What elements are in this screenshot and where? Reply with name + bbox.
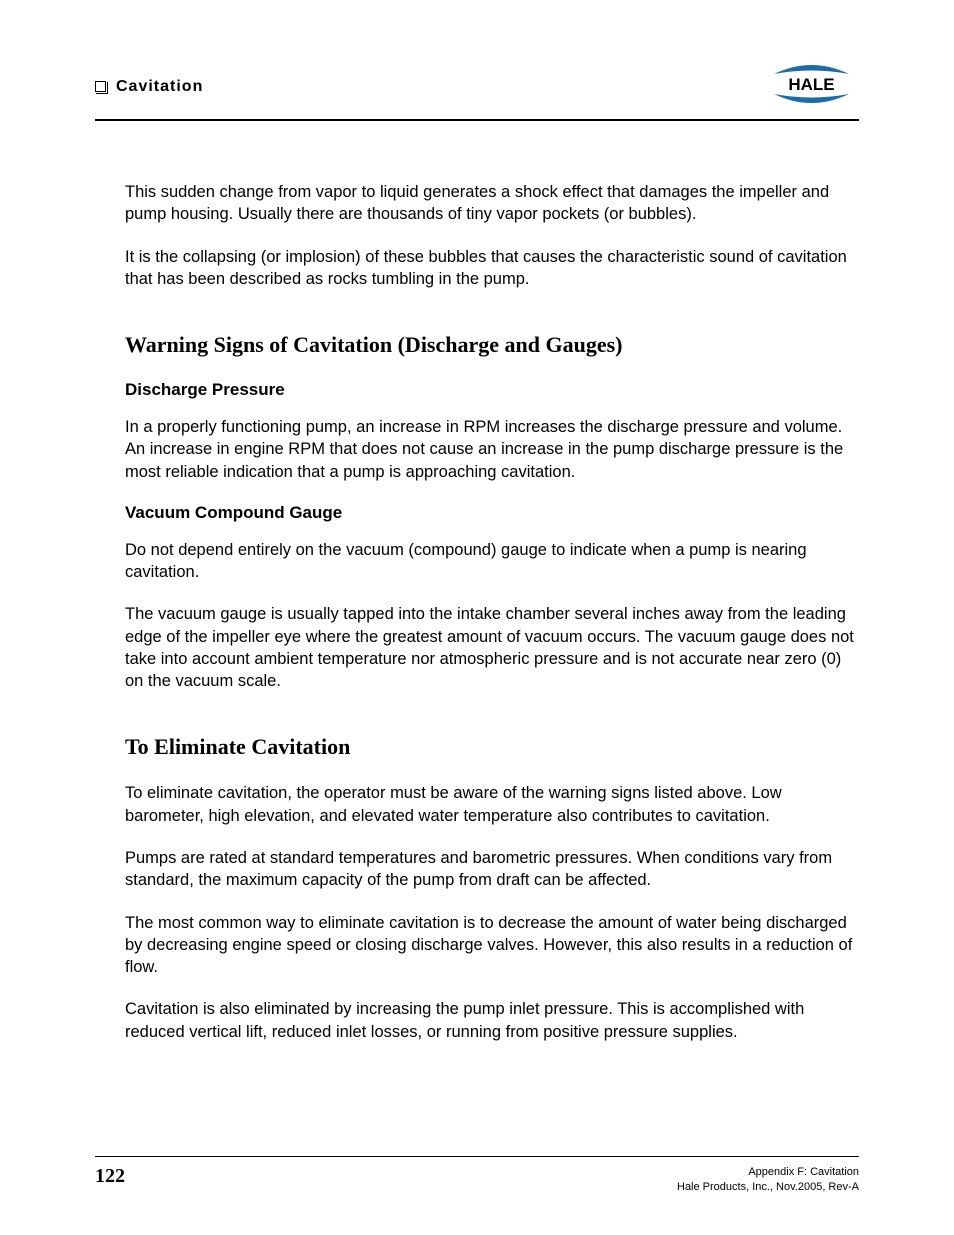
bullet-box-icon (95, 81, 106, 92)
warning-signs-heading: Warning Signs of Cavitation (Discharge a… (125, 332, 859, 358)
footer-meta: Appendix F: Cavitation Hale Products, In… (677, 1165, 859, 1195)
discharge-pressure-heading: Discharge Pressure (125, 380, 859, 400)
vacuum-gauge-paragraph-2: The vacuum gauge is usually tapped into … (125, 603, 859, 692)
footer-appendix-line: Appendix F: Cavitation (677, 1165, 859, 1180)
page-footer: 122 Appendix F: Cavitation Hale Products… (95, 1156, 859, 1195)
section-label: Cavitation (116, 78, 203, 96)
eliminate-cavitation-heading: To Eliminate Cavitation (125, 734, 859, 760)
header-section: Cavitation (95, 78, 203, 96)
eliminate-paragraph-2: Pumps are rated at standard temperatures… (125, 847, 859, 892)
logo-text: HALE (788, 75, 834, 94)
eliminate-paragraph-1: To eliminate cavitation, the operator mu… (125, 782, 859, 827)
page-header: Cavitation HALE (95, 60, 859, 121)
hale-logo-icon: HALE (764, 60, 859, 108)
vacuum-gauge-heading: Vacuum Compound Gauge (125, 503, 859, 523)
eliminate-paragraph-4: Cavitation is also eliminated by increas… (125, 998, 859, 1043)
intro-paragraph-1: This sudden change from vapor to liquid … (125, 181, 859, 226)
intro-paragraph-2: It is the collapsing (or implosion) of t… (125, 246, 859, 291)
discharge-pressure-paragraph: In a properly functioning pump, an incre… (125, 416, 859, 483)
page-content: This sudden change from vapor to liquid … (95, 181, 859, 1043)
eliminate-paragraph-3: The most common way to eliminate cavitat… (125, 912, 859, 979)
vacuum-gauge-paragraph-1: Do not depend entirely on the vacuum (co… (125, 539, 859, 584)
brand-logo: HALE (764, 60, 859, 113)
footer-company-line: Hale Products, Inc., Nov.2005, Rev-A (677, 1180, 859, 1195)
page-number: 122 (95, 1165, 125, 1188)
